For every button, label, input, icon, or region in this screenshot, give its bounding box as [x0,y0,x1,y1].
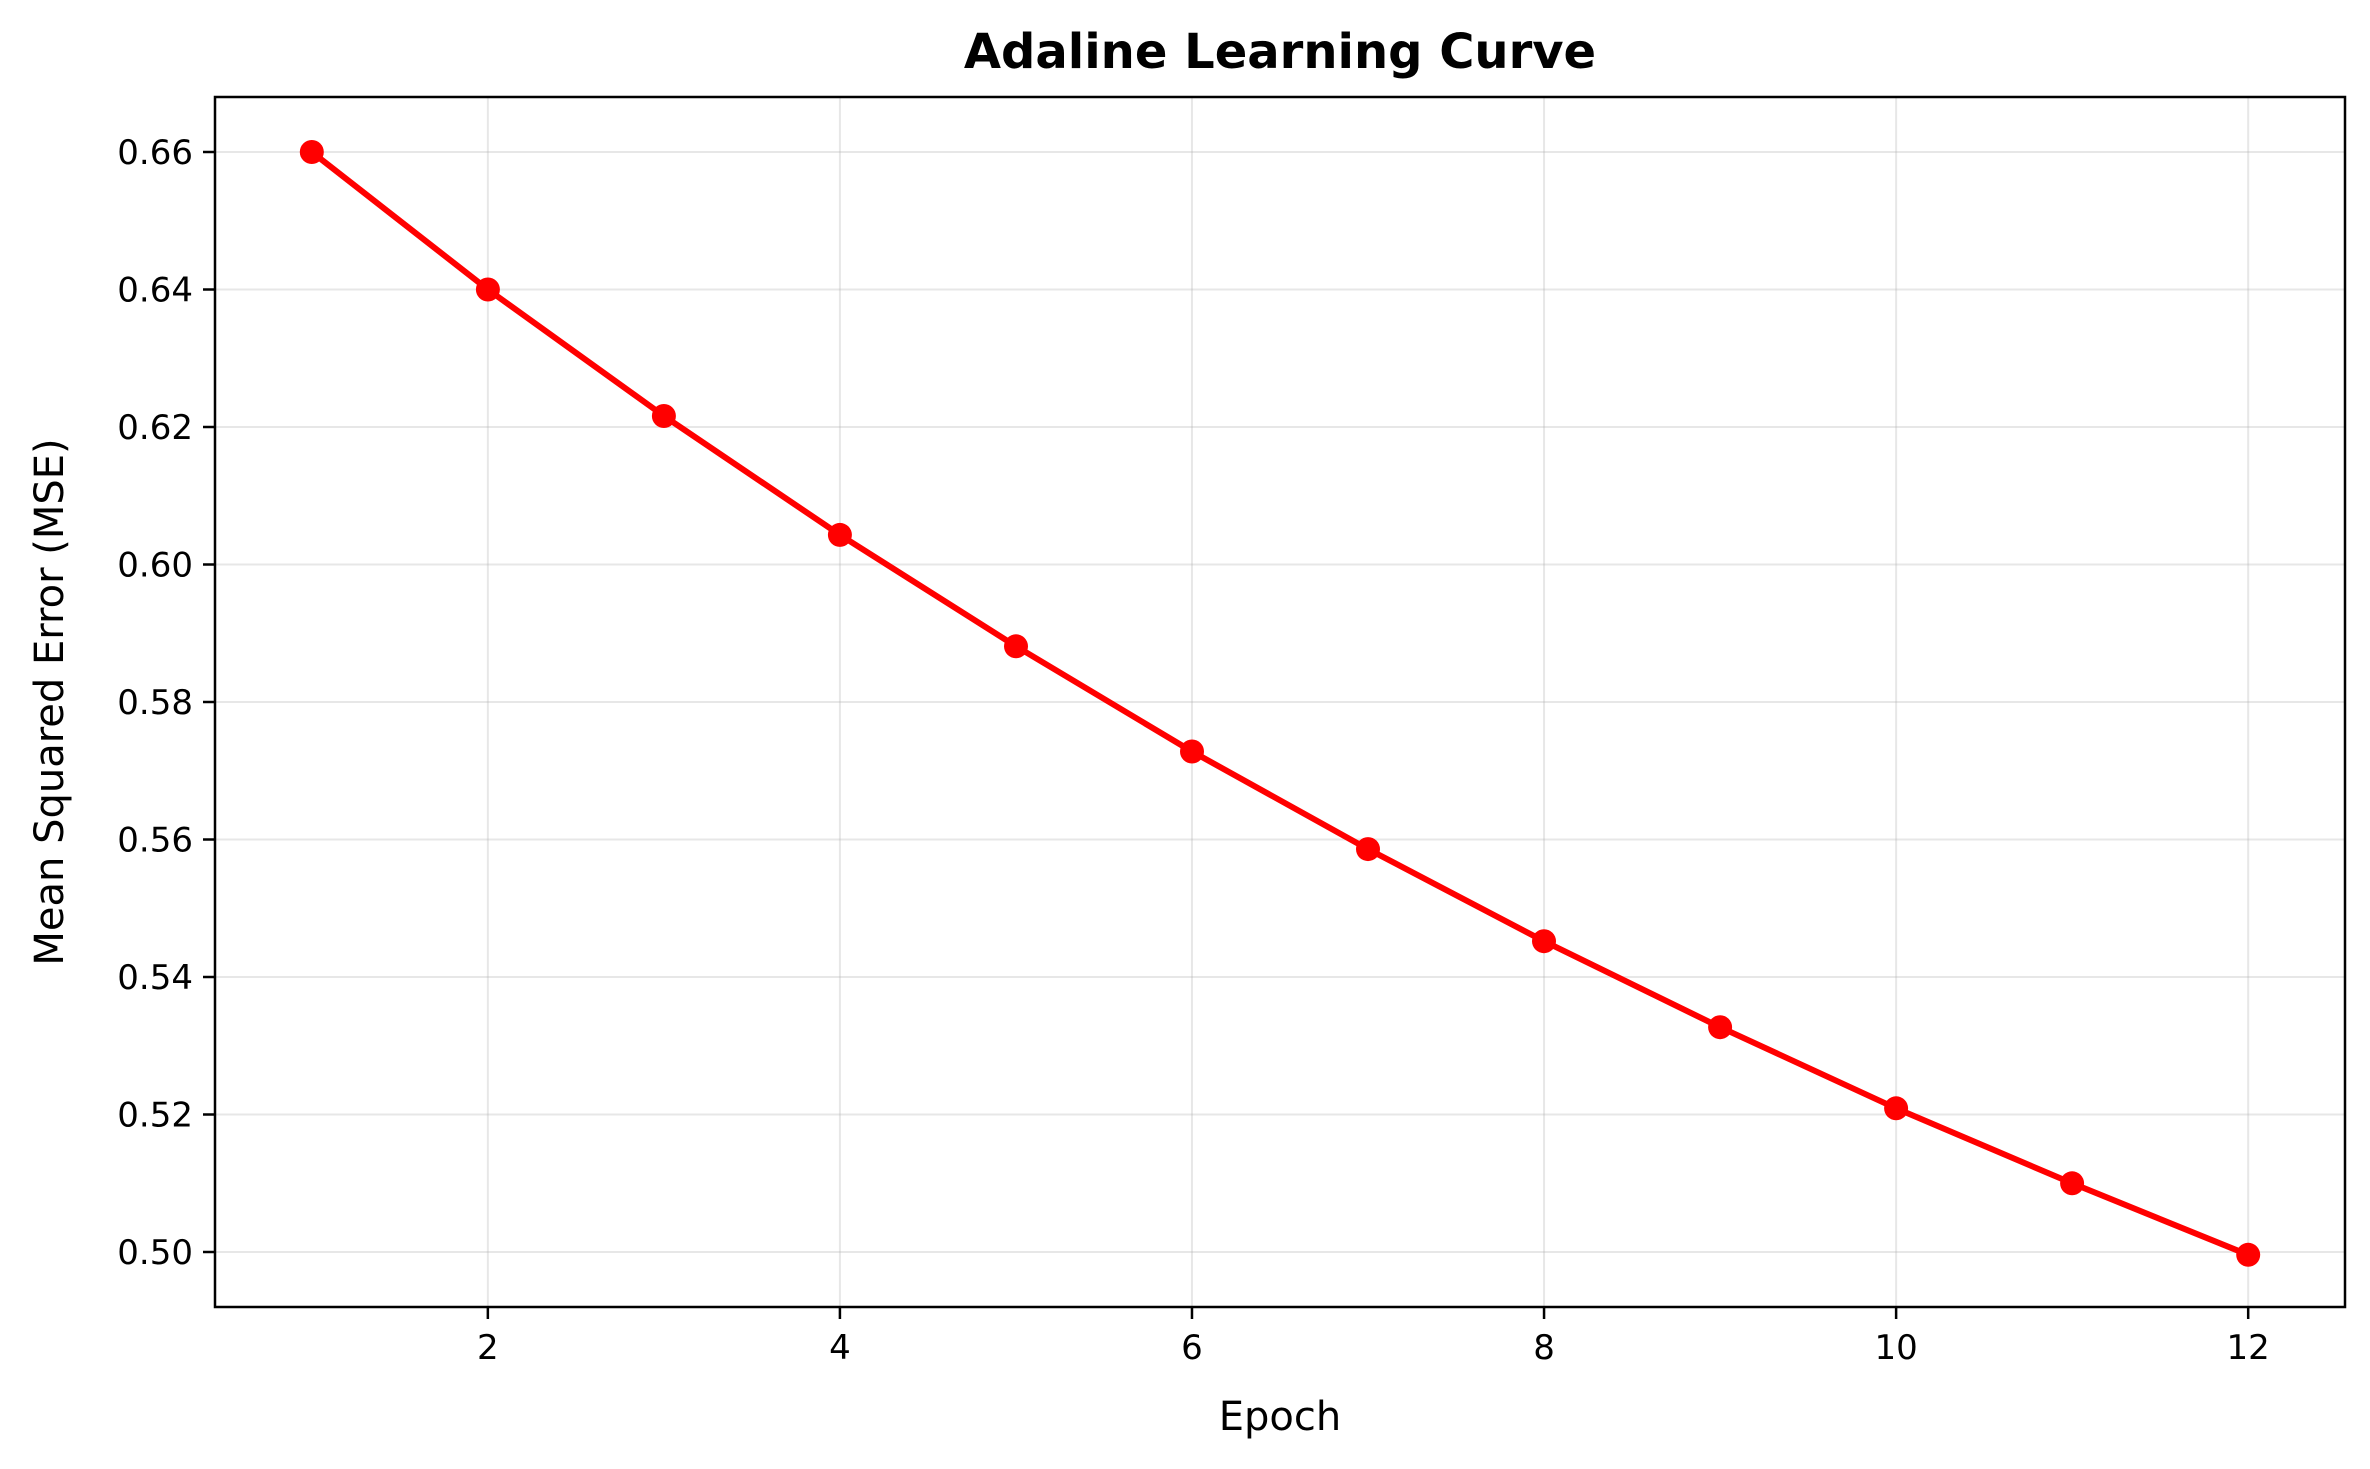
y-axis-label: Mean Squared Error (MSE) [27,438,73,965]
y-tick-label: 0.64 [117,271,193,311]
data-point [475,277,500,302]
data-point [2060,1171,2085,1196]
data-point [2236,1242,2261,1267]
x-axis-ticks: 2 4 6 8 10 12 [477,1307,2270,1368]
y-tick-label: 0.62 [117,408,193,448]
chart-title: Adaline Learning Curve [964,24,1596,80]
x-tick-label: 4 [829,1328,851,1368]
y-tick-label: 0.54 [117,958,193,998]
x-tick-label: 2 [477,1328,499,1368]
data-point [1004,634,1028,659]
data-point [299,140,324,164]
x-axis-label: Epoch [1219,1394,1341,1440]
x-tick-label: 6 [1181,1328,1203,1368]
data-point [1532,929,1556,954]
data-point [1356,837,1380,862]
grid-lines [215,97,2345,1307]
series-layer [299,140,2261,1267]
data-point [827,522,852,547]
x-tick-label: 10 [1874,1328,1917,1368]
data-point [1884,1096,1909,1121]
data-point [651,404,676,428]
y-tick-label: 0.56 [117,821,193,861]
data-point [1708,1015,1733,1040]
y-axis-ticks: 0.50 0.52 0.54 0.56 0.58 0.60 0.62 0.64 0.66 [117,133,215,1273]
y-tick-label: 0.66 [117,133,193,173]
y-tick-label: 0.60 [117,546,193,586]
x-tick-label: 12 [2227,1328,2270,1368]
y-tick-label: 0.50 [117,1233,193,1273]
series-line [308,149,2252,1258]
data-point [1180,739,1204,764]
y-tick-label: 0.52 [117,1096,193,1136]
x-tick-label: 8 [1533,1328,1555,1368]
y-tick-label: 0.58 [117,683,193,723]
